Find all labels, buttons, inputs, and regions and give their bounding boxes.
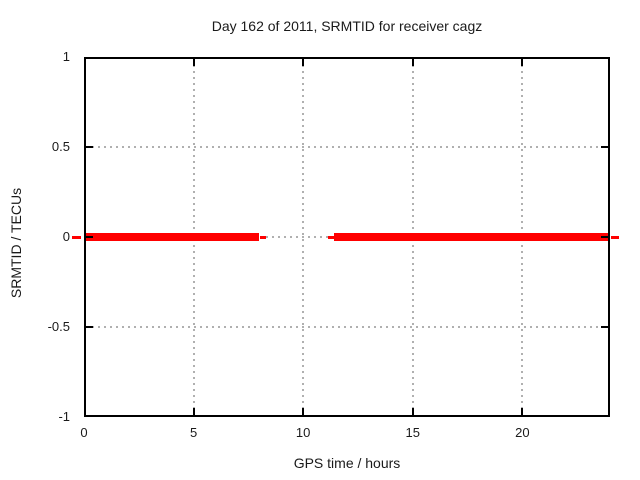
- y-tick-label-0: 0: [62, 229, 70, 244]
- x-tick-top-10: [302, 59, 305, 66]
- x-tick-bottom-5: [192, 408, 195, 415]
- y-tick-label-1: 1: [62, 49, 70, 64]
- series-dash-3: [611, 235, 619, 239]
- x-axis-label: GPS time / hours: [293, 455, 401, 471]
- y-tick-right-0: [601, 236, 608, 238]
- x-tick-top-15: [411, 59, 414, 66]
- x-tick-bottom-15: [411, 408, 414, 415]
- chart-title: Day 162 of 2011, SRMTID for receiver cag…: [211, 18, 483, 34]
- x-tick-label-5: 5: [189, 425, 198, 440]
- y-tick-left-0.5: [86, 146, 93, 148]
- x-tick-top-5: [192, 59, 195, 66]
- x-tick-label-10: 10: [295, 425, 311, 440]
- x-tick-label-0: 0: [80, 425, 88, 440]
- y-tick-left-0: [86, 236, 93, 238]
- gridline-horizontal--0.5: [86, 326, 608, 328]
- series-dash-0: [71, 235, 81, 239]
- y-tick-label-0.5: 0.5: [51, 139, 70, 154]
- x-tick-label-20: 20: [515, 425, 530, 440]
- series-segment-0: [84, 233, 260, 241]
- x-tick-label-15: 15: [405, 425, 420, 440]
- series-segment-1: [333, 233, 610, 241]
- series-dash-1: [260, 235, 266, 239]
- y-tick-label--0.5: -0.5: [47, 319, 70, 334]
- y-tick-right-0.5: [601, 146, 608, 148]
- y-tick-left--0.5: [86, 326, 93, 328]
- gridline-horizontal-0.5: [86, 146, 608, 148]
- x-tick-bottom-10: [302, 408, 305, 415]
- y-tick-right--0.5: [601, 326, 608, 328]
- x-tick-bottom-20: [521, 408, 524, 415]
- series-dash-2: [328, 235, 334, 239]
- x-tick-top-20: [521, 59, 524, 66]
- y-tick-label--1: -1: [58, 409, 70, 424]
